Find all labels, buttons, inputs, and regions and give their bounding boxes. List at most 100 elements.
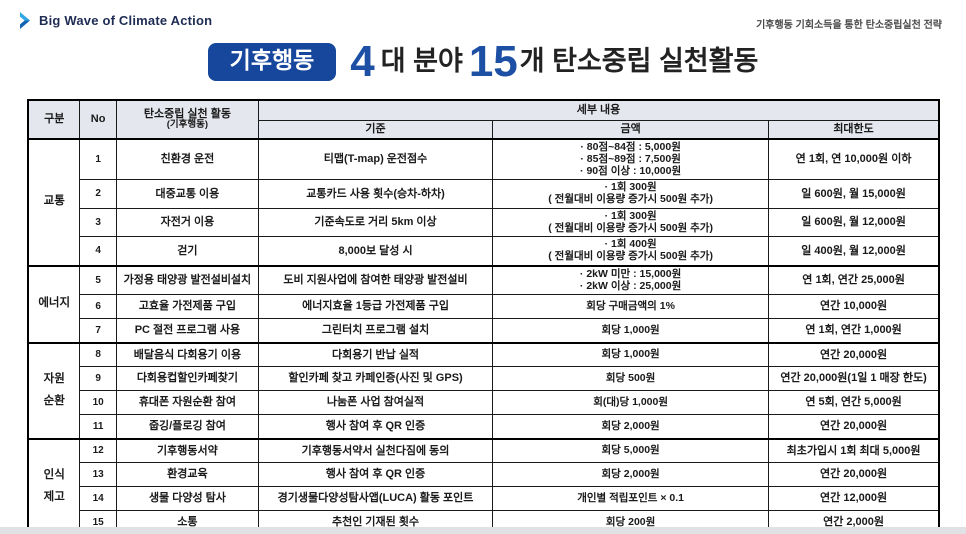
bottom-strip	[0, 527, 966, 534]
max-cell: 연간 20,000원	[768, 341, 940, 368]
std-cell: 나눔폰 사업 참여실적	[257, 390, 494, 416]
col-header-activity-line1: 탄소중립 실천 활동	[143, 107, 231, 120]
no-cell: 8	[79, 341, 117, 368]
table-row: 7 PC 절전 프로그램 사용 그린터치 프로그램 설치 회당 1,000원 연 1회,…	[28, 318, 940, 344]
act-cell: 줍깅/플로깅 참여	[115, 414, 259, 440]
table-row: 에너지 5 가정용 태양광 발전설비설치 도비 지원사업에 참여한 태양광 발전설비 ·…	[27, 264, 940, 344]
amt-cell: · 1회 300원 ( 전월대비 이용량 증가시 500원 추가)	[492, 179, 770, 209]
std-cell: 다회용기 반납 실적	[257, 341, 494, 368]
amt-cell: 회당 2,000원	[492, 414, 770, 440]
std-cell: 8,000보 달성 시	[257, 236, 494, 267]
activities-label: 개 탄소중립 실천활동	[519, 46, 759, 77]
act-cell: 생물 다양성 탐사	[115, 486, 259, 512]
strategy-note: 기후행동 기회소득을 통한 탄소중립실천 전략	[756, 20, 942, 31]
max-cell: 연 5회, 연간 5,000원	[768, 390, 940, 416]
no-cell: 7	[79, 318, 117, 344]
logo: Big Wave of Climate Action	[18, 12, 212, 29]
std-cell: 행사 참여 후 QR 인증	[257, 462, 494, 488]
col-header-no: No	[79, 99, 117, 140]
table-row: 14 생물 다양성 탐사 경기생물다양성탐사앱(LUCA) 활동 포인트 개인별 적립…	[28, 486, 940, 512]
max-cell: 최초가입시 1회 최대 5,000원	[768, 437, 940, 464]
amt-cell: 회(대)당 1,000원	[492, 390, 770, 416]
std-cell: 기준속도로 거리 5km 이상	[257, 207, 494, 238]
amt-cell: 회당 2,000원	[492, 462, 770, 488]
std-cell: 할인카페 찾고 카페인증(사진 및 GPS)	[257, 366, 494, 392]
no-cell: 13	[79, 462, 117, 488]
table-row: 3 자전거 이용 기준속도로 거리 5km 이상 · 1회 300원 ( 전월대비 이…	[28, 207, 940, 238]
table-row: 11 줍깅/플로깅 참여 행사 참여 후 QR 인증 회당 2,000원 연간 20,0…	[28, 414, 940, 440]
activity-table: 구분 No 탄소중립 실천 활동 (기후행동) 세부 내용 기준 금액 최대한도…	[27, 99, 940, 534]
col-header-standard: 기준	[257, 119, 494, 140]
act-cell: 기후행동서약	[115, 437, 259, 464]
no-cell: 11	[79, 414, 117, 440]
std-cell: 에너지효율 1등급 가전제품 구입	[257, 294, 494, 320]
no-cell: 10	[79, 390, 117, 416]
act-cell: 배달음식 다회용기 이용	[115, 341, 259, 368]
no-cell: 2	[79, 179, 117, 209]
amt-cell: · 2kW 미만 : 15,000원 · 2kW 이상 : 25,000원	[492, 264, 770, 296]
max-cell: 일 600원, 월 12,000원	[768, 207, 940, 238]
category-cell: 자원 순환	[27, 341, 81, 440]
max-cell: 연간 12,000원	[768, 486, 940, 512]
amt-cell: 회당 5,000원	[492, 437, 770, 464]
activities-count: 15	[468, 37, 518, 86]
table-header: 구분 No 탄소중립 실천 활동 (기후행동) 세부 내용 기준 금액 최대한도	[27, 99, 940, 140]
table-row: 4 걷기 8,000보 달성 시 · 1회 400원 ( 전월대비 이용량 증가시 5…	[28, 236, 940, 267]
fields-label: 대 분야	[380, 46, 463, 77]
max-cell: 연간 20,000원	[768, 414, 940, 440]
table-row: 자원 순환 8 배달음식 다회용기 이용 다회용기 반납 실적 회당 1,000원 연간 …	[27, 341, 940, 440]
std-cell: 경기생물다양성탐사앱(LUCA) 활동 포인트	[257, 486, 494, 512]
amt-cell: · 1회 400원 ( 전월대비 이용량 증가시 500원 추가)	[492, 236, 770, 267]
act-cell: 대중교통 이용	[115, 179, 259, 209]
amt-cell: 회당 500원	[492, 366, 770, 392]
col-header-detail: 세부 내용	[257, 99, 940, 121]
act-cell: PC 절전 프로그램 사용	[115, 318, 259, 344]
table-body: 교통 1 친환경 운전 티맵(T-map) 운전점수 · 80점~84점 : 5,000…	[27, 138, 940, 534]
fields-count: 4	[350, 37, 375, 86]
act-cell: 다회용컵할인카페찾기	[115, 366, 259, 392]
top-bar: Big Wave of Climate Action 기후행동 기회소득을 통한…	[18, 12, 942, 31]
max-cell: 연 1회, 연 10,000원 이하	[768, 138, 940, 181]
max-cell: 일 400원, 월 12,000원	[768, 236, 940, 267]
table-row: 9 다회용컵할인카페찾기 할인카페 찾고 카페인증(사진 및 GPS) 회당 500원…	[28, 366, 940, 392]
act-cell: 친환경 운전	[115, 138, 259, 181]
col-header-max: 최대한도	[768, 119, 940, 140]
category-cell: 인식 제고	[27, 437, 81, 534]
std-cell: 그린터치 프로그램 설치	[257, 318, 494, 344]
chevron-logo-icon	[18, 12, 33, 29]
no-cell: 14	[79, 486, 117, 512]
table-row: 2 대중교통 이용 교통카드 사용 횟수(승차-하차) · 1회 300원 ( 전월대…	[28, 179, 940, 209]
table-row: 6 고효율 가전제품 구입 에너지효율 1등급 가전제품 구입 회당 구매금액의 1%…	[28, 294, 940, 320]
max-cell: 연 1회, 연간 1,000원	[768, 318, 940, 344]
amt-cell: 회당 1,000원	[492, 318, 770, 344]
std-cell: 기후행동서약서 실천다짐에 동의	[257, 437, 494, 464]
max-cell: 연 1회, 연간 25,000원	[768, 264, 940, 296]
no-cell: 1	[79, 138, 117, 181]
table-row: 13 환경교육 행사 참여 후 QR 인증 회당 2,000원 연간 20,000원	[28, 462, 940, 488]
col-header-activity: 탄소중립 실천 활동 (기후행동)	[115, 99, 259, 140]
no-cell: 6	[79, 294, 117, 320]
category-cell: 교통	[27, 138, 81, 267]
no-cell: 5	[79, 264, 117, 296]
table-row: 교통 1 친환경 운전 티맵(T-map) 운전점수 · 80점~84점 : 5,000…	[27, 138, 940, 267]
amt-cell: 회당 1,000원	[492, 341, 770, 368]
table-row: 인식 제고 12 기후행동서약 기후행동서약서 실천다짐에 동의 회당 5,000원 최초…	[27, 437, 940, 534]
max-cell: 일 600원, 월 15,000원	[768, 179, 940, 209]
amt-cell: · 80점~84점 : 5,000원 · 85점~89점 : 7,500원 · …	[492, 138, 770, 181]
max-cell: 연간 20,000원(1일 1 매장 한도)	[768, 366, 940, 392]
act-cell: 걷기	[115, 236, 259, 267]
category-cell: 에너지	[27, 264, 81, 344]
amt-cell: 회당 구매금액의 1%	[492, 294, 770, 320]
col-header-activity-line2: (기후행동)	[166, 119, 209, 131]
climate-action-badge: 기후행동	[207, 43, 337, 81]
max-cell: 연간 10,000원	[768, 294, 940, 320]
act-cell: 자전거 이용	[115, 207, 259, 238]
amt-cell: · 1회 300원 ( 전월대비 이용량 증가시 500원 추가)	[492, 207, 770, 238]
act-cell: 환경교육	[115, 462, 259, 488]
act-cell: 가정용 태양광 발전설비설치	[115, 264, 259, 296]
col-header-amount: 금액	[492, 119, 770, 140]
logo-text: Big Wave of Climate Action	[39, 13, 213, 28]
no-cell: 9	[79, 366, 117, 392]
no-cell: 12	[79, 437, 117, 464]
